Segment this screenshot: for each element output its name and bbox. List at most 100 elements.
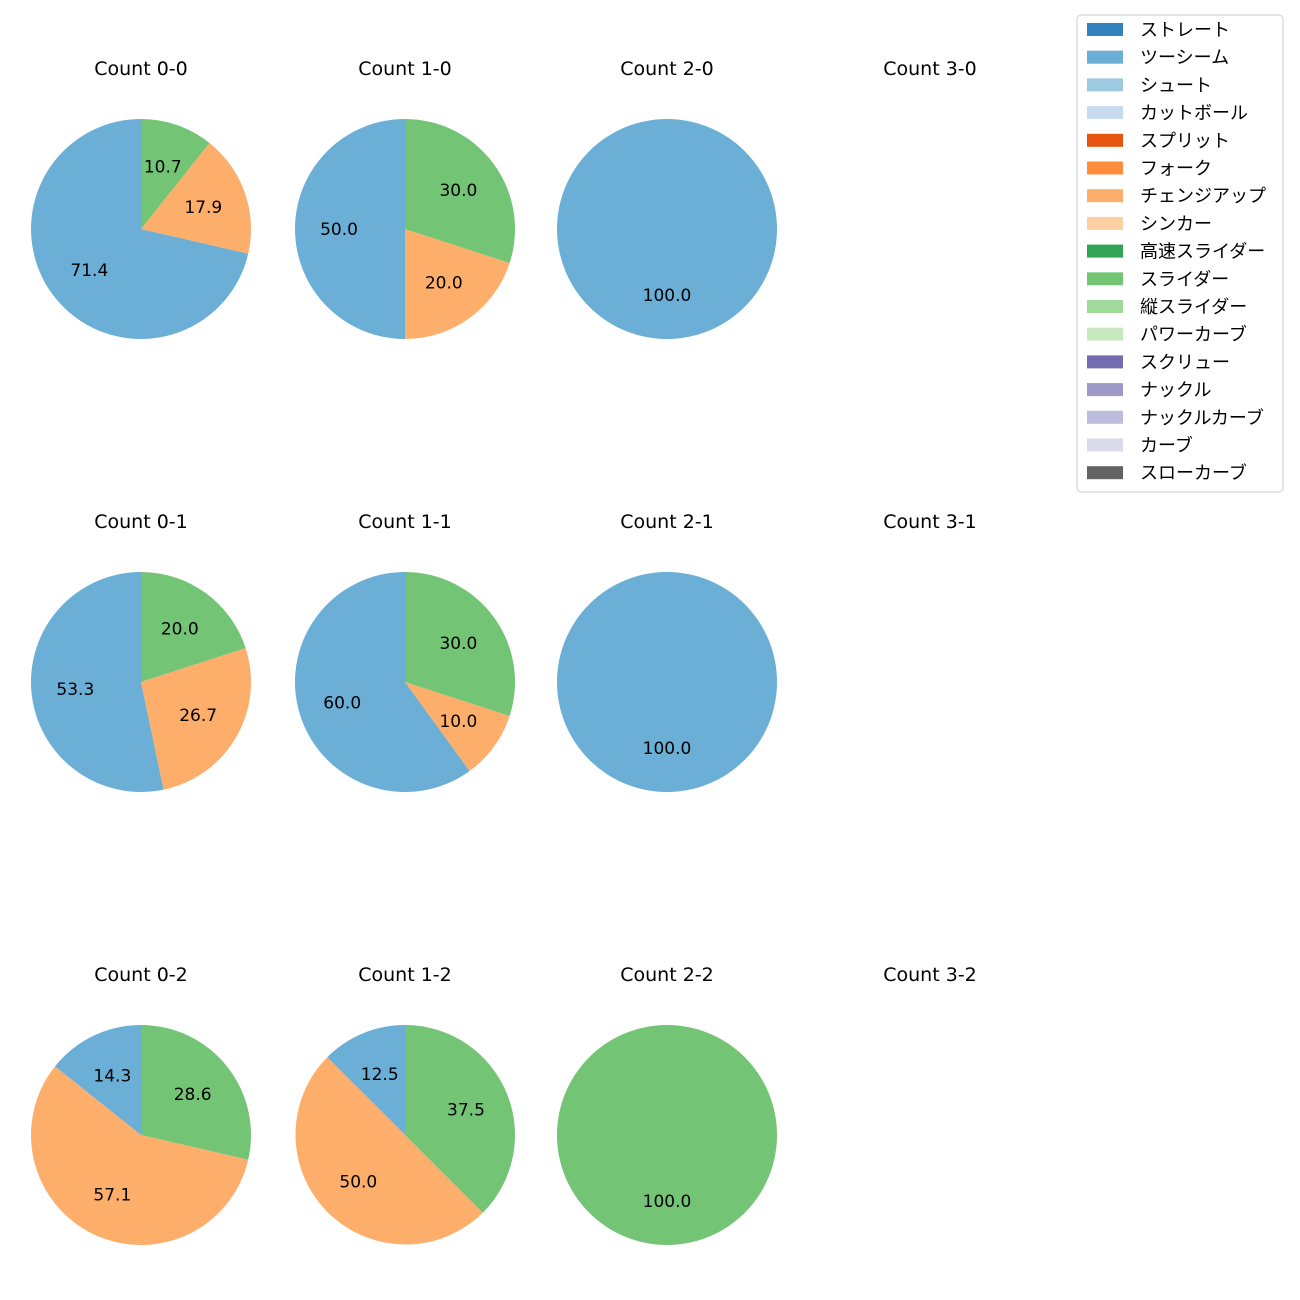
slice-count-0-0-2 [141,142,252,254]
title-count-1-0: Count 1-0 [358,58,452,80]
slice-count-2-0-1 [557,119,777,339]
label-count-0-1-2: 26.7 [179,706,217,726]
title-count-1-1: Count 1-1 [358,511,452,533]
legend-label-6: フォーク [1140,159,1212,180]
legend-label-5: スプリット [1140,131,1230,152]
label-count-0-0-2: 17.9 [184,198,222,218]
legend-label-17: スローカーブ [1140,462,1247,484]
legend: ストレートツーシームシュートカットボールスプリットフォークチェンジアップシンカー… [1076,14,1284,493]
legend-label-14: ナックル [1140,380,1211,401]
legend-item-1: ストレート [1087,20,1230,41]
legend-swatch-5 [1087,133,1123,147]
pie-count-0-0: Count 0-0 71.4 17.910.7 [31,58,252,339]
label-count-1-2-1: 12.5 [361,1065,399,1085]
legend-item-9: 高速スライダー [1087,242,1265,263]
slice-count-0-1-1 [30,572,164,792]
pie-count-2-0: Count 2-0 100.0 [557,58,777,339]
legend-label-11: 縦スライダー [1140,297,1247,318]
slice-count-0-0-3 [141,119,210,229]
legend-label-10: スライダー [1140,269,1229,290]
legend-item-4: カットボール [1087,103,1248,124]
slice-count-0-0-1 [31,119,249,339]
legend-label-16: カーブ [1140,435,1193,457]
legend-swatch-16 [1087,438,1123,452]
slice-count-0-2-2 [31,1066,249,1245]
legend-label-3: シュート [1140,75,1212,96]
pie-count-0-2: Count 0-2 14.3 57.1 28.6 [31,964,252,1245]
legend-frame [1076,14,1284,493]
legend-swatch-9 [1087,244,1123,258]
pie-count-1-2: Count 1-2 12.5 50.0 37.5 [295,964,515,1245]
legend-label-4: カットボール [1140,103,1248,124]
title-count-3-2: Count 3-2 [883,964,977,986]
legend-item-2: ツーシーム [1087,48,1229,69]
slice-count-1-2-1 [327,1025,405,1135]
legend-swatch-15 [1087,410,1123,424]
legend-label-9: 高速スライダー [1140,242,1265,263]
pie-count-0-1: Count 0-1 53.3 26.7 20.0 [30,511,252,792]
title-count-2-0: Count 2-0 [620,58,714,80]
slice-count-2-2-1 [557,1025,777,1245]
label-count-1-0-2: 20.0 [425,273,463,293]
slice-count-0-1-2 [141,648,252,790]
title-count-0-1: Count 0-1 [94,511,188,533]
legend-item-6: フォーク [1087,159,1212,180]
pie-count-1-0: Count 1-0 50.0 20.0 30.0 [295,58,516,339]
label-count-0-1-1: 53.3 [56,680,94,700]
slice-count-0-1-3 [141,572,246,682]
legend-swatch-3 [1087,78,1123,92]
slice-count-0-2-1 [54,1025,141,1135]
title-count-2-2: Count 2-2 [620,964,714,986]
slice-count-0-2-3 [141,1025,252,1160]
slice-count-1-2-2 [295,1057,483,1245]
legend-swatch-11 [1087,300,1123,313]
legend-swatch-13 [1087,355,1123,369]
title-count-3-0: Count 3-0 [883,58,977,80]
label-count-1-2-2: 50.0 [339,1173,377,1193]
title-count-0-0: Count 0-0 [94,58,188,80]
title-count-2-1: Count 2-1 [620,511,714,533]
title-count-1-2: Count 1-2 [358,964,452,986]
legend-label-7: チェンジアップ [1140,186,1266,207]
label-count-0-1-3: 20.0 [161,620,199,640]
slice-count-1-0-1 [295,119,405,339]
slice-count-2-1-1 [557,572,777,792]
subplots: Count 0-0 71.4 17.910.7 Count 1-0 50.0 20.0 30… [30,58,977,1245]
legend-swatch-2 [1087,50,1123,64]
pie-count-3-2: Count 3-2 [883,964,977,986]
legend-item-14: ナックル [1087,380,1211,401]
label-count-1-2-3: 37.5 [447,1101,485,1121]
legend-swatch-6 [1087,161,1123,175]
legend-items: ストレートツーシームシュートカットボールスプリットフォークチェンジアップシンカー… [1087,20,1266,484]
label-count-0-2-2: 57.1 [93,1185,131,1205]
pie-count-3-0: Count 3-0 [883,58,977,80]
legend-item-13: スクリュー [1087,352,1230,373]
legend-label-13: スクリュー [1140,352,1230,373]
label-count-2-0-1: 100.0 [643,286,692,306]
label-count-1-1-3: 30.0 [439,634,477,654]
legend-swatch-14 [1087,383,1123,397]
legend-item-5: スプリット [1087,131,1230,152]
label-count-0-0-1: 71.4 [70,261,108,281]
legend-item-17: スローカーブ [1087,462,1247,484]
pie-count-2-1: Count 2-1 100.0 [557,511,777,792]
legend-item-3: シュート [1087,75,1212,96]
legend-label-12: パワーカーブ [1140,324,1247,346]
legend-swatch-1 [1087,23,1123,36]
legend-swatch-7 [1087,189,1123,203]
pie-count-3-1: Count 3-1 [883,511,977,533]
legend-swatch-8 [1087,216,1123,230]
legend-item-7: チェンジアップ [1087,186,1266,207]
pie-count-2-2: Count 2-2 100.0 [557,964,777,1245]
slice-count-1-0-2 [405,229,510,339]
legend-label-1: ストレート [1140,20,1230,41]
title-count-3-1: Count 3-1 [883,511,977,533]
slice-count-1-0-3 [405,119,516,263]
legend-item-10: スライダー [1087,269,1229,290]
legend-item-11: 縦スライダー [1087,297,1247,318]
label-count-2-2-1: 100.0 [643,1192,692,1212]
label-count-0-2-1: 14.3 [93,1067,131,1087]
legend-swatch-10 [1087,272,1123,286]
legend-swatch-17 [1087,466,1123,480]
